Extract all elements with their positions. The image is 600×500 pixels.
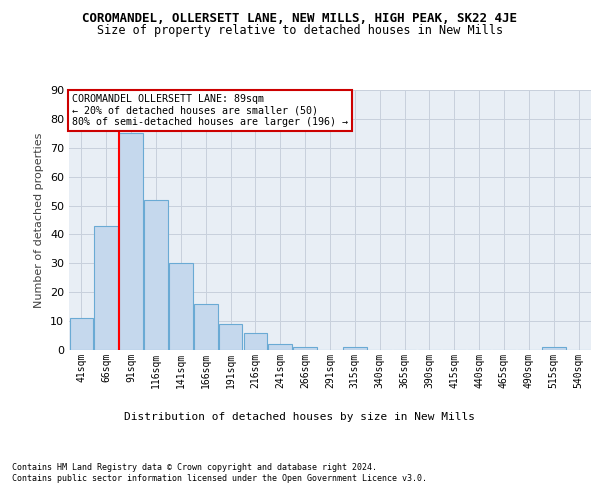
Bar <box>119 134 143 350</box>
Bar <box>94 226 118 350</box>
Text: Contains HM Land Registry data © Crown copyright and database right 2024.: Contains HM Land Registry data © Crown c… <box>12 462 377 471</box>
Bar <box>343 347 367 350</box>
Bar <box>244 332 267 350</box>
Text: Size of property relative to detached houses in New Mills: Size of property relative to detached ho… <box>97 24 503 37</box>
Bar <box>70 318 93 350</box>
Bar <box>144 200 168 350</box>
Bar <box>169 264 193 350</box>
Bar <box>219 324 242 350</box>
Text: Distribution of detached houses by size in New Mills: Distribution of detached houses by size … <box>125 412 476 422</box>
Bar <box>268 344 292 350</box>
Bar <box>194 304 218 350</box>
Bar <box>293 347 317 350</box>
Text: COROMANDEL, OLLERSETT LANE, NEW MILLS, HIGH PEAK, SK22 4JE: COROMANDEL, OLLERSETT LANE, NEW MILLS, H… <box>83 12 517 26</box>
Y-axis label: Number of detached properties: Number of detached properties <box>34 132 44 308</box>
Text: COROMANDEL OLLERSETT LANE: 89sqm
← 20% of detached houses are smaller (50)
80% o: COROMANDEL OLLERSETT LANE: 89sqm ← 20% o… <box>71 94 347 127</box>
Bar <box>542 347 566 350</box>
Text: Contains public sector information licensed under the Open Government Licence v3: Contains public sector information licen… <box>12 474 427 483</box>
